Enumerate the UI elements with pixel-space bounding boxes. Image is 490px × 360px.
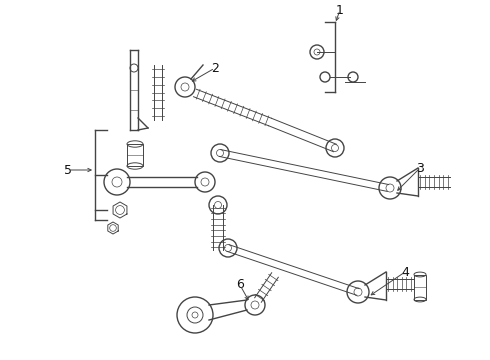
Text: 2: 2 bbox=[211, 62, 219, 75]
Text: 6: 6 bbox=[236, 279, 244, 292]
Text: 5: 5 bbox=[64, 163, 72, 176]
Text: 3: 3 bbox=[416, 162, 424, 175]
Text: 4: 4 bbox=[401, 266, 409, 279]
Bar bbox=[414, 274, 426, 300]
Bar bbox=[127, 144, 143, 166]
Text: 1: 1 bbox=[336, 4, 344, 17]
